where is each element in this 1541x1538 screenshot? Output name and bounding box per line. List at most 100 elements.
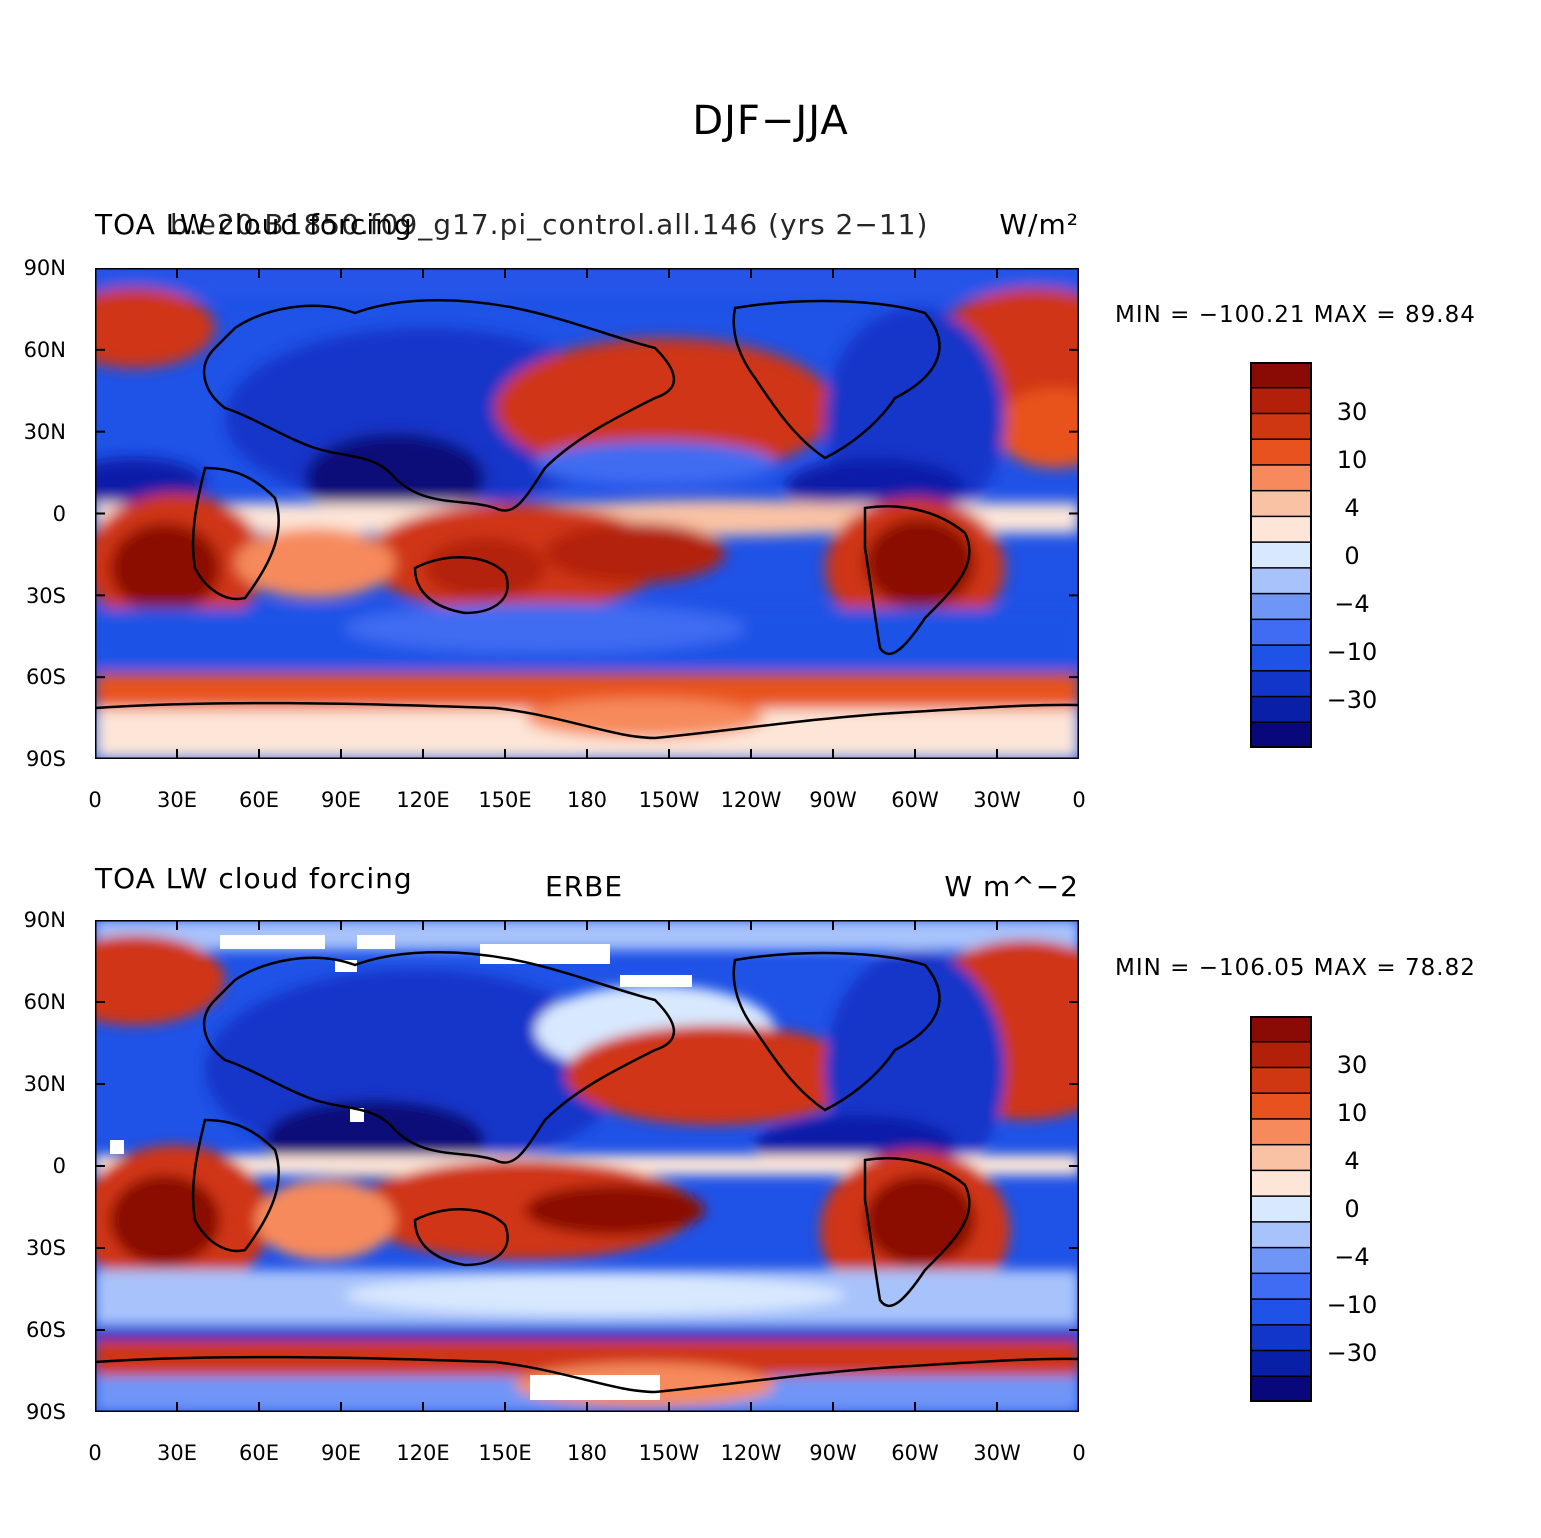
panel1-lat-tick: 30S (25, 584, 66, 608)
panel2-map (93, 918, 1081, 1414)
panel1-colorbar-bin (1249, 515, 1313, 544)
panel1-colorbar (1249, 361, 1313, 750)
panel1-minmax: MIN = −100.21 MAX = 89.84 (1115, 302, 1476, 328)
panel2-lon-tick: 30W (973, 1441, 1021, 1465)
panel1-lat-tick: 90S (25, 747, 66, 771)
panel2-lon-tick: 150E (478, 1441, 532, 1465)
panel1-colorbar-bin (1249, 592, 1313, 621)
panel2-lon-tick: 150W (638, 1441, 700, 1465)
panel2-lon-tick: 120E (396, 1441, 450, 1465)
panel1-lon-tick: 120E (396, 788, 450, 812)
panel2-colorbar-bin (1249, 1040, 1313, 1069)
panel1-lon-tick: 90E (321, 788, 361, 812)
panel1-cb-label: 0 (1344, 542, 1360, 570)
panel2-colorbar-bin (1249, 1118, 1313, 1146)
panel1-lon-tick: 0 (88, 788, 102, 812)
panel2-colorbar-bin (1249, 1298, 1313, 1327)
panel2-colorbar-bin (1249, 1272, 1313, 1301)
panel2-lon-tick: 90W (809, 1441, 857, 1465)
panel1-lon-tick: 150W (638, 788, 700, 812)
panel1-lon-tick: 30E (157, 788, 197, 812)
panel2-colorbar-bin (1249, 1324, 1313, 1352)
panel2-lon-tick: 60W (891, 1441, 939, 1465)
panel2-map-canvas (93, 918, 1081, 1414)
panel1-colorbar-bin (1249, 361, 1313, 389)
panel2-colorbar-canvas (1249, 1015, 1313, 1404)
panel2-colorbar-bin (1249, 1349, 1313, 1378)
panel2-lat-tick: 60S (25, 1318, 66, 1342)
panel2-cb-label: 4 (1344, 1147, 1360, 1175)
panel2-lat-tick: 0 (52, 1154, 66, 1178)
panel1-units: W/m² (999, 208, 1079, 241)
panel1-colorbar-bin (1249, 567, 1313, 595)
panel2-cb-label: −10 (1326, 1291, 1378, 1319)
panel1-colorbar-bin (1249, 541, 1313, 570)
panel1-cb-label: −10 (1326, 638, 1378, 666)
panel2-cb-label: 0 (1344, 1195, 1360, 1223)
panel1-lat-tick: 60N (23, 338, 66, 362)
panel2-lon-tick: 60E (239, 1441, 279, 1465)
panel1-colorbar-bin (1249, 721, 1313, 750)
panel1-lat-tick: 60S (25, 665, 66, 689)
panel1-colorbar-bin (1249, 386, 1313, 415)
panel1-colorbar-canvas (1249, 361, 1313, 750)
panel1-lon-tick: 150E (478, 788, 532, 812)
panel1-colorbar-bin (1249, 464, 1313, 492)
panel2-lat-tick: 30N (23, 1072, 66, 1096)
panel2-lat-tick: 90S (25, 1400, 66, 1424)
panel2-lat-tick: 90N (23, 908, 66, 932)
panel2-colorbar-bin (1249, 1195, 1313, 1224)
panel2-cb-label: −30 (1326, 1339, 1378, 1367)
panel2-colorbar-frame (1250, 1016, 1312, 1402)
panel1-colorbar-bin (1249, 670, 1313, 698)
panel1-lon-tick: 90W (809, 788, 857, 812)
panel2-cb-label: 30 (1336, 1051, 1368, 1079)
panel1-colorbar-bin (1249, 412, 1313, 441)
panel2-colorbar-bin (1249, 1015, 1313, 1043)
panel2-lon-tick: 90E (321, 1441, 361, 1465)
panel2-lon-tick: 120W (720, 1441, 782, 1465)
panel1-colorbar-bin (1249, 618, 1313, 647)
panel1-lon-tick: 60E (239, 788, 279, 812)
panel2-lat-tick: 30S (25, 1236, 66, 1260)
panel1-cb-label: 10 (1336, 446, 1368, 474)
panel2-colorbar (1249, 1015, 1313, 1404)
panel2-lon-tick: 180 (566, 1441, 608, 1465)
panel2-colorbar-bin (1249, 1221, 1313, 1249)
figure-title: DJF−JJA (692, 98, 849, 144)
panel1-colorbar-bin (1249, 489, 1313, 518)
panel1-lon-tick: 60W (891, 788, 939, 812)
panel1-lat-tick: 30N (23, 420, 66, 444)
panel2-lon-tick: 30E (157, 1441, 197, 1465)
panel2-cb-label: −4 (1334, 1243, 1370, 1271)
panel1-cb-label: 30 (1336, 398, 1368, 426)
panel1-colorbar-bin (1249, 695, 1313, 724)
panel1-case-name: b.e20.B1850.f09_g17.pi_control.all.146 (… (170, 208, 929, 241)
panel1-lon-tick: 30W (973, 788, 1021, 812)
panel1-lon-tick: 0 (1072, 788, 1086, 812)
panel1-colorbar-bin (1249, 644, 1313, 673)
panel1-lon-tick: 180 (566, 788, 608, 812)
panel2-colorbar-bin (1249, 1246, 1313, 1275)
panel1-cb-label: −4 (1334, 590, 1370, 618)
panel2-lat-tick: 60N (23, 990, 66, 1014)
panel1-map-canvas (93, 266, 1081, 761)
panel1-map (93, 266, 1081, 761)
panel1-cb-label: 4 (1344, 494, 1360, 522)
panel2-colorbar-bin (1249, 1143, 1313, 1172)
panel1-lon-tick: 120W (720, 788, 782, 812)
panel2-cb-label: 10 (1336, 1099, 1368, 1127)
panel2-colorbar-bin (1249, 1169, 1313, 1198)
panel1-lat-tick: 0 (52, 502, 66, 526)
panel2-colorbar-bin (1249, 1066, 1313, 1095)
panel2-minmax: MIN = −106.05 MAX = 78.82 (1115, 955, 1476, 981)
panel2-colorbar-bin (1249, 1092, 1313, 1121)
panel2-lon-tick: 0 (1072, 1441, 1086, 1465)
panel2-title-left: TOA LW cloud forcing (95, 862, 413, 895)
panel1-title-left: TOA LW cloud forcing (95, 208, 413, 241)
panel2-lon-tick: 0 (88, 1441, 102, 1465)
panel1-cb-label: −30 (1326, 686, 1378, 714)
panel2-colorbar-bin (1249, 1375, 1313, 1404)
panel2-units: W m^−2 (944, 870, 1079, 903)
panel1-lat-tick: 90N (23, 256, 66, 280)
